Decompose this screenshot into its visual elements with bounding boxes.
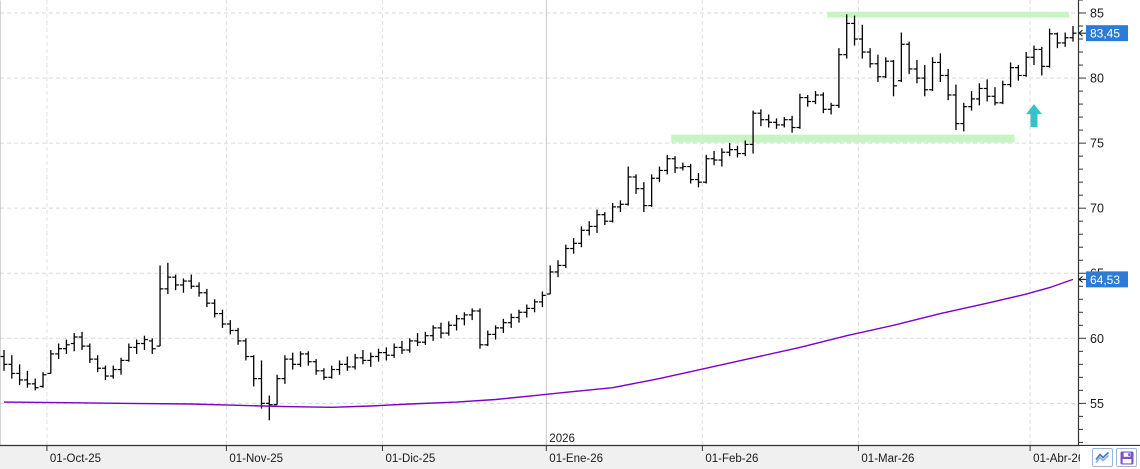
svg-text:55: 55: [1090, 397, 1104, 411]
svg-text:60: 60: [1090, 332, 1104, 346]
svg-text:85: 85: [1090, 7, 1104, 21]
price-marker-badge: [1086, 25, 1128, 42]
resistance-zone: [827, 11, 1070, 18]
svg-text:70: 70: [1090, 202, 1104, 216]
corner-toolbar: [1080, 446, 1140, 469]
svg-text:80: 80: [1090, 72, 1104, 86]
svg-text:01-Abr-26: 01-Abr-26: [1033, 453, 1084, 465]
svg-text:64,53: 64,53: [1090, 273, 1120, 287]
year-label: 2026: [549, 433, 575, 445]
price-marker-badges: 83,45 64,53: [1078, 25, 1128, 288]
buy-signal-arrow: [1025, 104, 1042, 128]
svg-text:01-Oct-25: 01-Oct-25: [50, 453, 101, 465]
svg-text:01-Feb-26: 01-Feb-26: [705, 453, 758, 465]
x-axis-labels: 01-Oct-25 01-Nov-25 01-Dic-25 01-Ene-26 01-F…: [50, 453, 1084, 465]
svg-text:2026: 2026: [549, 433, 575, 445]
save-icon: [1120, 451, 1134, 465]
svg-text:75: 75: [1090, 137, 1104, 151]
moving-average-line: [3, 278, 1074, 409]
svg-text:83,45: 83,45: [1090, 27, 1120, 41]
zigzag-chart-icon: [1095, 451, 1110, 464]
svg-text:01-Mar-26: 01-Mar-26: [861, 453, 914, 465]
price-marker-badge: [1086, 271, 1128, 288]
svg-text:01-Nov-25: 01-Nov-25: [229, 453, 283, 465]
price-zones: [671, 11, 1070, 143]
save-button[interactable]: [1116, 448, 1137, 467]
indicator-button[interactable]: [1092, 448, 1113, 467]
ohlc-bars: [0, 14, 1077, 421]
svg-text:01-Ene-26: 01-Ene-26: [549, 453, 603, 465]
support-zone: [671, 134, 1015, 143]
svg-text:01-Dic-25: 01-Dic-25: [385, 453, 435, 465]
